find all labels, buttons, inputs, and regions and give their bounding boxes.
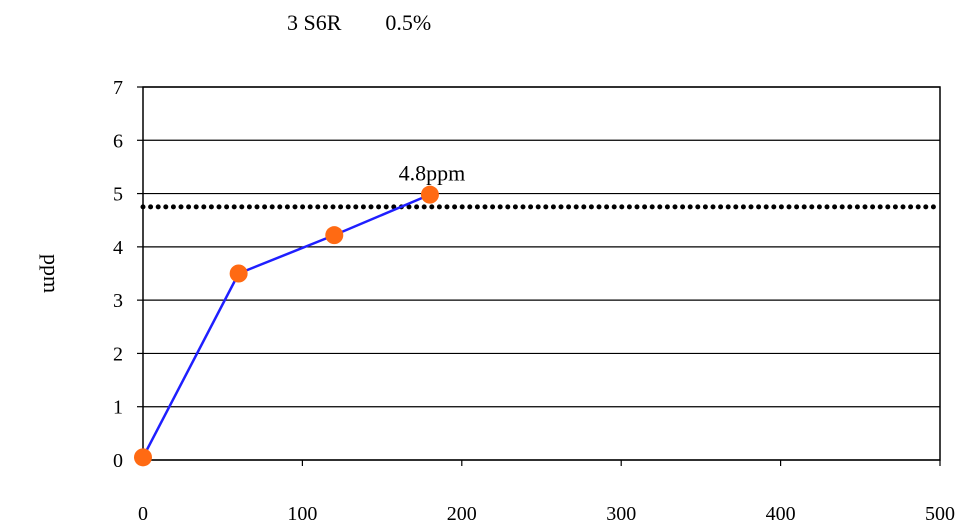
series-group	[134, 185, 439, 467]
y-tick-label-1: 1	[113, 397, 123, 419]
x-tick-label-200: 200	[447, 503, 477, 525]
plot-area	[142, 86, 941, 461]
grid-lines	[143, 86, 940, 461]
x-tick-label-0: 0	[138, 503, 148, 525]
y-tick-label-0: 0	[113, 450, 123, 472]
data-point-3	[420, 185, 439, 204]
title-part-1: 3 S6R	[287, 10, 342, 35]
y-tick-label-5: 5	[113, 184, 123, 206]
y-ticks: 0 1 2 3 4 5 6 7	[113, 77, 143, 472]
y-axis-label: ppm	[39, 254, 64, 293]
data-point-0	[134, 448, 152, 467]
y-tick-label-4: 4	[113, 237, 123, 259]
x-tick-label-100: 100	[287, 503, 317, 525]
annotation-label-0: 4.8ppm	[399, 161, 466, 186]
y-tick-label-2: 2	[113, 343, 123, 365]
data-point-1	[229, 264, 248, 283]
x-tick-label-400: 400	[766, 503, 796, 525]
y-tick-label-6: 6	[113, 130, 123, 152]
x-tick-label-300: 300	[606, 503, 636, 525]
x-tick-label-500: 500	[925, 503, 955, 525]
title-part-2: 0.5%	[385, 10, 432, 35]
series-line-0	[141, 193, 431, 458]
chart-title: 3 S6R 0.5%	[287, 10, 431, 36]
y-tick-label-3: 3	[113, 290, 123, 312]
y-tick-label-7: 7	[113, 77, 123, 99]
x-ticks: 0 100 200 300 400 500	[138, 460, 955, 525]
data-point-2	[325, 226, 344, 245]
annotations-group: 4.8ppm	[399, 161, 466, 186]
